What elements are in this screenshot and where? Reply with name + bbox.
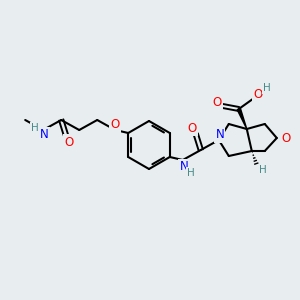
- Text: H: H: [187, 168, 195, 178]
- Text: O: O: [64, 136, 74, 148]
- Polygon shape: [237, 108, 247, 129]
- Text: N: N: [179, 160, 188, 173]
- Text: O: O: [253, 88, 262, 101]
- Text: O: O: [187, 122, 196, 134]
- Text: H: H: [31, 123, 39, 133]
- Text: O: O: [212, 95, 221, 109]
- Text: N: N: [215, 128, 224, 142]
- Text: H: H: [263, 83, 271, 93]
- Text: O: O: [111, 118, 120, 131]
- Text: N: N: [40, 128, 49, 142]
- Text: H: H: [259, 165, 267, 175]
- Text: O: O: [281, 131, 290, 145]
